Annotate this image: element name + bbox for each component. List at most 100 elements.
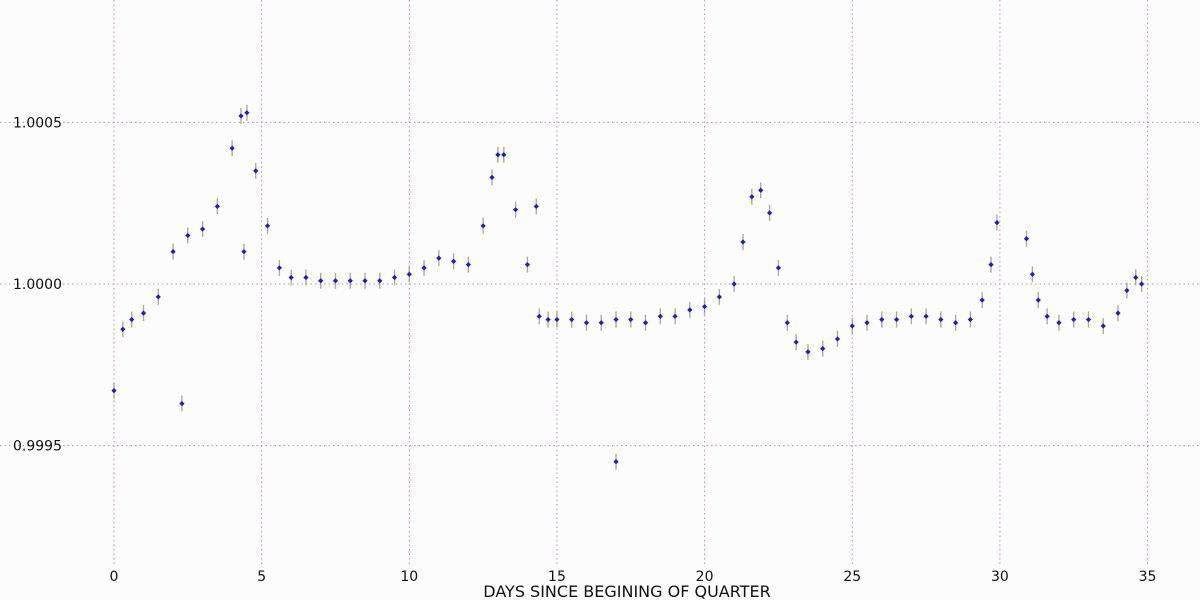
data-point — [489, 174, 495, 180]
data-point — [994, 219, 1000, 226]
data-point — [303, 274, 309, 281]
data-point — [657, 313, 663, 319]
data-point — [1085, 316, 1092, 323]
data-point — [1100, 323, 1106, 329]
data-point — [716, 294, 722, 300]
data-point — [758, 187, 764, 193]
x-tick-label: 20 — [696, 569, 714, 585]
data-point — [288, 274, 294, 281]
x-tick-label: 25 — [843, 569, 861, 585]
data-point — [893, 316, 900, 323]
x-tick-label: 35 — [1139, 569, 1157, 585]
data-point — [864, 320, 870, 326]
data-point — [533, 203, 539, 210]
data-point — [1124, 287, 1130, 294]
x-axis-label: DAYS SINCE BEGINING OF QUARTER — [483, 582, 770, 600]
data-point — [377, 278, 383, 284]
data-point — [642, 320, 649, 326]
data-point — [545, 316, 551, 323]
data-point — [613, 316, 619, 323]
data-point — [140, 310, 147, 316]
data-point — [244, 110, 250, 116]
data-point — [450, 258, 457, 264]
data-point — [362, 278, 368, 284]
y-tick-label: 1.0000 — [13, 277, 62, 293]
data-point — [702, 304, 708, 310]
data-point — [793, 339, 799, 345]
data-point — [436, 255, 442, 261]
data-point — [129, 316, 135, 323]
data-point — [1029, 271, 1035, 277]
data-point — [495, 152, 501, 158]
data-point — [554, 316, 560, 323]
data-point — [775, 265, 782, 271]
y-tick-label: 0.9995 — [13, 439, 62, 455]
data-point — [988, 262, 994, 268]
data-point — [241, 249, 247, 255]
data-point — [264, 223, 271, 229]
data-point — [480, 223, 486, 229]
data-point — [749, 194, 755, 200]
y-tick-label: 1.0005 — [13, 115, 62, 131]
data-point — [185, 232, 191, 239]
data-point — [820, 346, 826, 352]
data-point — [583, 320, 590, 326]
data-point — [347, 278, 353, 284]
data-point — [1139, 281, 1145, 287]
data-point — [849, 323, 855, 329]
data-point — [229, 145, 235, 151]
data-point — [524, 262, 531, 268]
data-point — [276, 265, 282, 271]
grid — [0, 0, 1200, 565]
data-point — [1035, 297, 1041, 303]
x-tick-label: 15 — [548, 569, 566, 585]
x-tick-label: 5 — [257, 569, 266, 585]
data-point — [569, 316, 575, 323]
data-point — [214, 203, 220, 210]
data-point — [1133, 274, 1139, 281]
data-point — [536, 313, 542, 319]
data-point — [938, 316, 944, 323]
data-point — [1044, 313, 1050, 319]
data-point — [672, 313, 678, 319]
data-point — [1023, 236, 1030, 242]
data-point — [1056, 320, 1062, 326]
data-point — [731, 281, 737, 287]
data-point — [834, 336, 841, 342]
data-point — [923, 313, 929, 319]
x-tick-label: 30 — [991, 569, 1009, 585]
tick-labels: 0 5 10 15 20 25 30 35 0.9995 1.0000 1.0005 — [13, 115, 1156, 585]
data-point — [628, 316, 634, 323]
data-point — [1071, 316, 1077, 323]
data-point — [179, 400, 185, 407]
data-point — [406, 271, 412, 277]
data-point — [421, 265, 427, 271]
data-point — [391, 274, 398, 281]
data-point — [953, 320, 959, 326]
data-point — [879, 316, 885, 323]
data-point — [1115, 310, 1121, 316]
data-point — [908, 313, 914, 319]
data-point — [318, 278, 324, 284]
data-point — [784, 320, 790, 326]
error-bars — [113, 104, 1143, 470]
data-point — [170, 249, 176, 255]
data-point — [253, 168, 259, 174]
data-point — [513, 207, 519, 213]
data-point — [967, 316, 973, 323]
data-point — [199, 226, 206, 232]
x-tick-label: 0 — [110, 569, 119, 585]
data-point — [120, 326, 126, 332]
data-point — [501, 152, 507, 158]
data-point — [598, 320, 604, 326]
data-point — [111, 388, 117, 394]
data-points — [111, 110, 1145, 465]
data-point — [740, 239, 746, 245]
data-point — [766, 210, 773, 216]
data-point — [238, 113, 244, 119]
x-tick-label: 10 — [400, 569, 418, 585]
data-point — [465, 262, 471, 268]
data-point — [805, 349, 811, 355]
data-point — [332, 278, 339, 284]
